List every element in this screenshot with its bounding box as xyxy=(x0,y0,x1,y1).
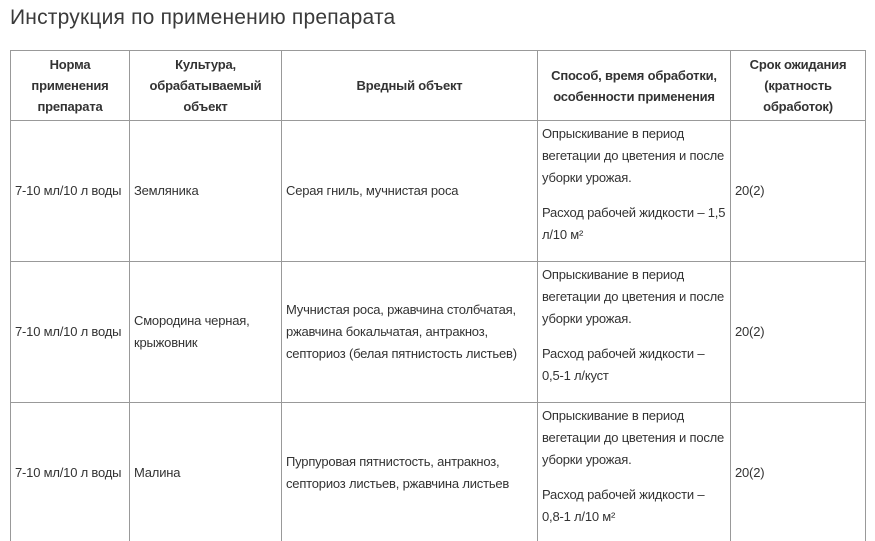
cell-waiting-period: 20(2) xyxy=(730,402,866,541)
cell-pests: Мучнистая роса, ржавчина столбчатая, ржа… xyxy=(281,261,538,403)
method-paragraph: Опрыскивание в период вегетации до цвете… xyxy=(542,267,725,326)
table-header-row: Норма применения препарата Культура, обр… xyxy=(10,50,866,121)
cell-rate: 7-10 мл/10 л воды xyxy=(10,402,130,541)
method-paragraph: Расход рабочей жидкости – 0,5-1 л/куст xyxy=(542,346,705,383)
cell-pests: Серая гниль, мучнистая роса xyxy=(281,120,538,262)
cell-method: Опрыскивание в период вегетации до цвете… xyxy=(537,120,731,262)
cell-culture: Земляника xyxy=(129,120,282,262)
method-paragraph: Опрыскивание в период вегетации до цвете… xyxy=(542,126,725,185)
table-row: 7-10 мл/10 л воды Малина Пурпуровая пятн… xyxy=(10,402,866,541)
header-waiting-period: Срок ожидания (кратность обработок) xyxy=(730,50,866,121)
instruction-table: Норма применения препарата Культура, обр… xyxy=(10,50,866,541)
header-application-rate: Норма применения препарата xyxy=(10,50,130,121)
cell-culture: Смородина черная, крыжовник xyxy=(129,261,282,403)
method-paragraph: Опрыскивание в период вегетации до цвете… xyxy=(542,408,725,467)
cell-rate: 7-10 мл/10 л воды xyxy=(10,261,130,403)
method-paragraph: Расход рабочей жидкости – 1,5 л/10 м² xyxy=(542,205,726,242)
cell-rate: 7-10 мл/10 л воды xyxy=(10,120,130,262)
cell-method: Опрыскивание в период вегетации до цвете… xyxy=(537,402,731,541)
cell-waiting-period: 20(2) xyxy=(730,120,866,262)
page-title: Инструкция по применению препарата xyxy=(10,6,396,29)
header-culture: Культура, обрабатываемый объект xyxy=(129,50,282,121)
table-row: 7-10 мл/10 л воды Земляника Серая гниль,… xyxy=(10,120,866,262)
method-paragraph: Расход рабочей жидкости – 0,8-1 л/10 м² xyxy=(542,487,705,524)
cell-culture: Малина xyxy=(129,402,282,541)
cell-pests: Пурпуровая пятнистость, антракноз, септо… xyxy=(281,402,538,541)
cell-method: Опрыскивание в период вегетации до цвете… xyxy=(537,261,731,403)
table-row: 7-10 мл/10 л воды Смородина черная, крыж… xyxy=(10,261,866,403)
header-method: Способ, время обработки, особенности при… xyxy=(537,50,731,121)
cell-waiting-period: 20(2) xyxy=(730,261,866,403)
header-harmful-object: Вредный объект xyxy=(281,50,538,121)
